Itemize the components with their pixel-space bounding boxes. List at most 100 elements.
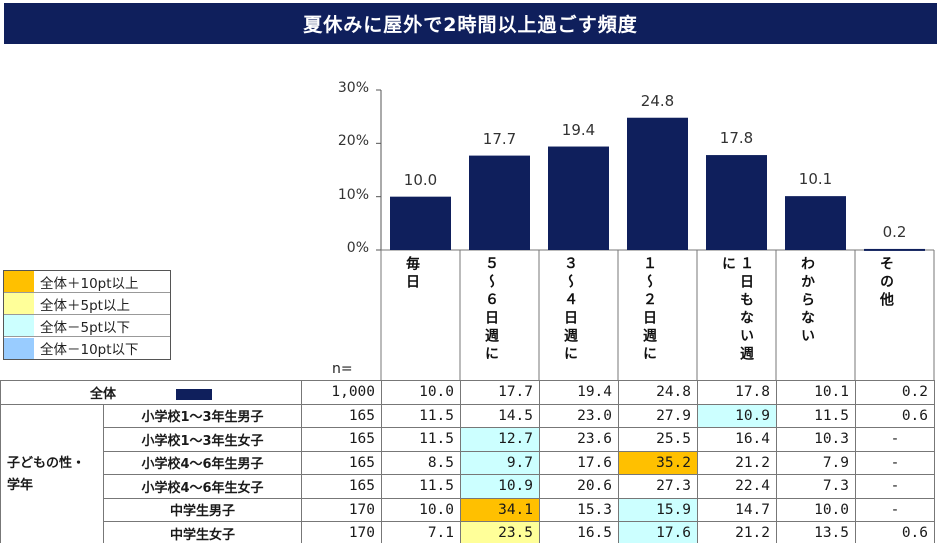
- table-cell: 17.6: [539, 450, 620, 475]
- data-label: 17.8: [719, 129, 754, 148]
- table-cell: 16.4: [697, 427, 778, 452]
- y-tick-label: 30%: [337, 80, 369, 96]
- table-cell: 10.3: [776, 427, 857, 452]
- table-cell: 9.7: [460, 450, 541, 475]
- data-label: 19.4: [561, 120, 596, 139]
- table-cell: 10.1: [776, 380, 857, 405]
- table-row: 小学校4～6年生男子 165 8.5 9.7 17.6 35.2 21.2 7.9-: [1, 450, 936, 475]
- row-label: 小学校1～3年生男子: [102, 403, 303, 428]
- legend-item: 全体＋10pt以上: [4, 271, 170, 293]
- chart-title: 夏休みに屋外で2時間以上過ごす頻度: [4, 3, 937, 44]
- table-cell: 22.4: [697, 474, 778, 499]
- legend-item: 全体－10pt以下: [4, 337, 170, 359]
- table-cell: -: [855, 427, 936, 452]
- bar: [390, 196, 451, 250]
- table-cell: 10.0: [381, 497, 462, 522]
- table-row: 子どもの性・学年 小学校1～3年生男子 165 11.5 14.5 23.0 27.9 10.…: [0, 403, 936, 543]
- legend-label: 全体－10pt以下: [40, 342, 139, 358]
- table-cell: 7.9: [776, 450, 857, 475]
- column-header: ３〜４日週に: [562, 256, 578, 364]
- bar: [548, 146, 609, 250]
- table-row: 中学生女子 170 7.1 23.5 16.5 17.6 21.2 13.5 0.6: [1, 521, 936, 543]
- table-cell-n: 165: [301, 474, 383, 499]
- y-tick-label: 0%: [346, 240, 369, 256]
- total-bar-swatch: [176, 388, 213, 400]
- table-cell: 24.8: [618, 380, 699, 405]
- legend: 全体＋10pt以上 全体＋5pt以上 全体－5pt以下全体－10pt以下: [3, 270, 171, 360]
- table-row-total: 全体 1,000 10.0 17.7 19.4 24.8 17.8 10.1 0.2: [0, 380, 936, 405]
- table-cell: 12.7: [460, 427, 541, 452]
- table-cell: 27.9: [618, 403, 699, 428]
- table-cell: 14.5: [460, 403, 541, 428]
- table-cell: 15.9: [618, 497, 699, 522]
- table-cell-n: 165: [301, 427, 383, 452]
- table-cell: 11.5: [381, 474, 462, 499]
- row-label: 小学校1～3年生女子: [102, 427, 303, 452]
- y-tick-label: 20%: [337, 133, 369, 150]
- table-cell-n: 1,000: [301, 380, 383, 405]
- data-label: 24.8: [640, 91, 675, 110]
- table-cell: 20.6: [539, 474, 620, 499]
- table-cell: 0.6: [855, 521, 936, 543]
- table-cell: 13.5: [776, 521, 857, 543]
- table-cell: 7.1: [381, 521, 462, 543]
- table-cell: 11.5: [381, 403, 462, 428]
- column-header: わからない: [799, 256, 815, 346]
- table-row: 中学生男子 170 10.0 34.1 15.3 15.9 14.7 10.0-: [1, 497, 936, 522]
- column-header: １〜２日週に: [641, 256, 657, 364]
- table-row: 小学校1～3年生女子 165 11.5 12.7 23.6 25.5 16.4 10.3-: [1, 427, 936, 452]
- table-cell-n: 165: [301, 450, 383, 475]
- bar: [864, 248, 925, 251]
- table-cell: 10.9: [697, 403, 778, 428]
- total-label: 全体: [0, 380, 303, 405]
- table-cell: 10.0: [381, 380, 462, 405]
- table-cell: 11.5: [776, 403, 857, 428]
- table-cell: 15.3: [539, 497, 620, 522]
- total-label-text: 全体: [90, 386, 117, 402]
- table-cell: 17.7: [460, 380, 541, 405]
- table-cell: 10.0: [776, 497, 857, 522]
- legend-item: 全体＋5pt以上: [4, 293, 170, 315]
- legend-swatch: [4, 271, 34, 292]
- bar: [469, 155, 530, 250]
- bar: [627, 117, 688, 250]
- table-cell: 25.5: [618, 427, 699, 452]
- data-table: 全体 1,000 10.0 17.7 19.4 24.8 17.8 10.1 0.2 子どもの性・…: [0, 380, 936, 543]
- table-cell: 23.5: [460, 521, 541, 543]
- data-label: 17.7: [482, 129, 517, 148]
- table-cell: 17.6: [618, 521, 699, 543]
- table-cell: 34.1: [460, 497, 541, 522]
- data-label: 10.1: [798, 170, 833, 189]
- n-label: n=: [332, 361, 353, 377]
- data-label: 10.0: [403, 170, 438, 189]
- table-cell: 21.2: [697, 521, 778, 543]
- table-cell: -: [855, 474, 936, 499]
- table-cell: 21.2: [697, 450, 778, 475]
- table-cell: 0.6: [855, 403, 936, 428]
- table-cell: -: [855, 497, 936, 522]
- table-cell: 14.7: [697, 497, 778, 522]
- table-cell-n: 170: [301, 497, 383, 522]
- table-cell-n: 170: [301, 521, 383, 543]
- row-label: 中学生女子: [102, 521, 303, 543]
- table-cell: 35.2: [618, 450, 699, 475]
- group-label: 子どもの性・学年: [0, 403, 104, 543]
- legend-label: 全体＋5pt以上: [40, 297, 130, 314]
- legend-item: 全体－5pt以下: [4, 315, 170, 337]
- table-cell: 8.5: [381, 450, 462, 475]
- column-header: その他: [878, 256, 894, 310]
- table-cell: 17.8: [697, 380, 778, 405]
- table-cell: 23.6: [539, 427, 620, 452]
- table-cell: 10.9: [460, 474, 541, 499]
- table-cell: 16.5: [539, 521, 620, 543]
- row-label: 小学校4～6年生女子: [102, 474, 303, 499]
- table-cell: 23.0: [539, 403, 620, 428]
- legend-label: 全体＋10pt以上: [40, 275, 139, 292]
- table-cell: 7.3: [776, 474, 857, 499]
- column-header: ５〜６日週に: [483, 256, 499, 364]
- table-cell: -: [855, 450, 936, 475]
- legend-swatch: [4, 337, 34, 359]
- row-label: 小学校4～6年生男子: [102, 450, 303, 475]
- bar: [785, 196, 846, 250]
